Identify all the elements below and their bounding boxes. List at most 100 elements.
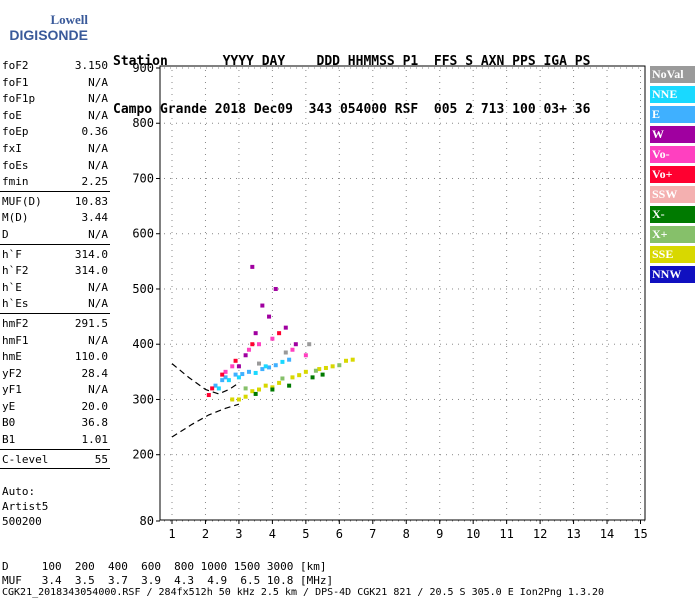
grid-dot [238, 100, 240, 101]
grid-dot [338, 370, 340, 371]
param-name: yF2 [2, 366, 22, 380]
grid-dot [380, 520, 381, 522]
grid-dot [362, 67, 363, 69]
grid-dot [606, 256, 608, 257]
grid-dot [170, 177, 171, 179]
grid-dot [566, 177, 567, 179]
grid-dot [590, 233, 591, 235]
grid-dot [238, 280, 240, 281]
grid-dot [439, 430, 441, 431]
grid-dot [573, 148, 575, 149]
grid-dot [405, 298, 407, 299]
grid-dot [542, 520, 543, 522]
grid-dot [338, 166, 340, 167]
grid-dot [536, 454, 537, 456]
grid-dot [338, 274, 340, 275]
grid-dot [271, 496, 273, 497]
grid-dot [596, 288, 597, 290]
grid-dot [416, 343, 417, 345]
data-point [216, 386, 221, 391]
grid-dot [338, 233, 339, 235]
grid-dot [482, 454, 483, 456]
grid-dot [314, 520, 315, 522]
grid-dot [372, 250, 374, 251]
grid-dot [512, 233, 513, 235]
grid-dot [238, 508, 240, 509]
grid-dot [573, 442, 575, 443]
grid-dot [410, 177, 411, 179]
grid-dot [539, 322, 541, 323]
grid-dot [204, 496, 206, 497]
grid-dot [372, 130, 374, 131]
grid-dot [554, 67, 555, 69]
grid-dot [506, 376, 508, 377]
grid-dot [238, 340, 240, 341]
grid-dot [176, 233, 177, 235]
grid-dot [200, 67, 201, 69]
grid-dot [573, 256, 575, 257]
data-point [273, 363, 278, 368]
grid-dot [372, 136, 374, 137]
grid-dot [284, 520, 285, 522]
param-name: B0 [2, 416, 16, 430]
grid-dot [238, 490, 240, 491]
grid-dot [573, 394, 575, 395]
grid-dot [320, 398, 321, 400]
grid-dot [539, 430, 541, 431]
grid-dot [539, 424, 541, 425]
x-tick-label: 11 [499, 527, 513, 541]
grid-dot [566, 67, 567, 69]
grid-dot [472, 238, 474, 239]
grid-dot [439, 112, 441, 113]
grid-dot [566, 454, 567, 456]
grid-dot [332, 67, 333, 69]
grid-dot [338, 88, 340, 89]
grid-dot [405, 334, 407, 335]
grid-dot [194, 343, 195, 345]
grid-dot [573, 202, 575, 203]
grid-dot [204, 328, 206, 329]
grid-dot [440, 177, 441, 179]
grid-dot [539, 298, 541, 299]
grid-dot [472, 118, 474, 119]
grid-dot [452, 398, 453, 400]
grid-dot [404, 122, 405, 124]
grid-dot [539, 352, 541, 353]
grid-dot [458, 288, 459, 290]
grid-dot [350, 398, 351, 400]
grid-dot [560, 67, 561, 69]
grid-dot [204, 442, 206, 443]
grid-dot [632, 122, 633, 124]
grid-dot [539, 328, 541, 329]
grid-dot [640, 424, 641, 425]
grid-dot [236, 67, 237, 69]
grid-dot [204, 196, 206, 197]
grid-dot [539, 460, 541, 461]
grid-dot [506, 250, 508, 251]
grid-dot [182, 122, 183, 124]
data-point [253, 391, 258, 396]
grid-dot [506, 490, 508, 491]
grid-dot [238, 298, 240, 299]
grid-dot [606, 334, 608, 335]
grid-dot [590, 343, 591, 345]
grid-dot [428, 288, 429, 290]
x-tick-label: 4 [269, 527, 276, 541]
grid-dot [405, 172, 407, 173]
grid-dot [439, 376, 441, 377]
grid-dot [171, 256, 173, 257]
grid-dot [224, 288, 225, 290]
grid-dot [405, 328, 407, 329]
grid-dot [606, 346, 608, 347]
grid-dot [472, 352, 474, 353]
grid-dot [644, 122, 645, 124]
grid-dot [238, 178, 240, 179]
data-point [283, 350, 288, 355]
grid-dot [204, 118, 206, 119]
grid-dot [305, 328, 307, 329]
grid-dot [171, 490, 173, 491]
data-point [270, 387, 275, 392]
grid-dot [271, 196, 273, 197]
grid-dot [596, 233, 597, 235]
grid-dot [554, 343, 555, 345]
